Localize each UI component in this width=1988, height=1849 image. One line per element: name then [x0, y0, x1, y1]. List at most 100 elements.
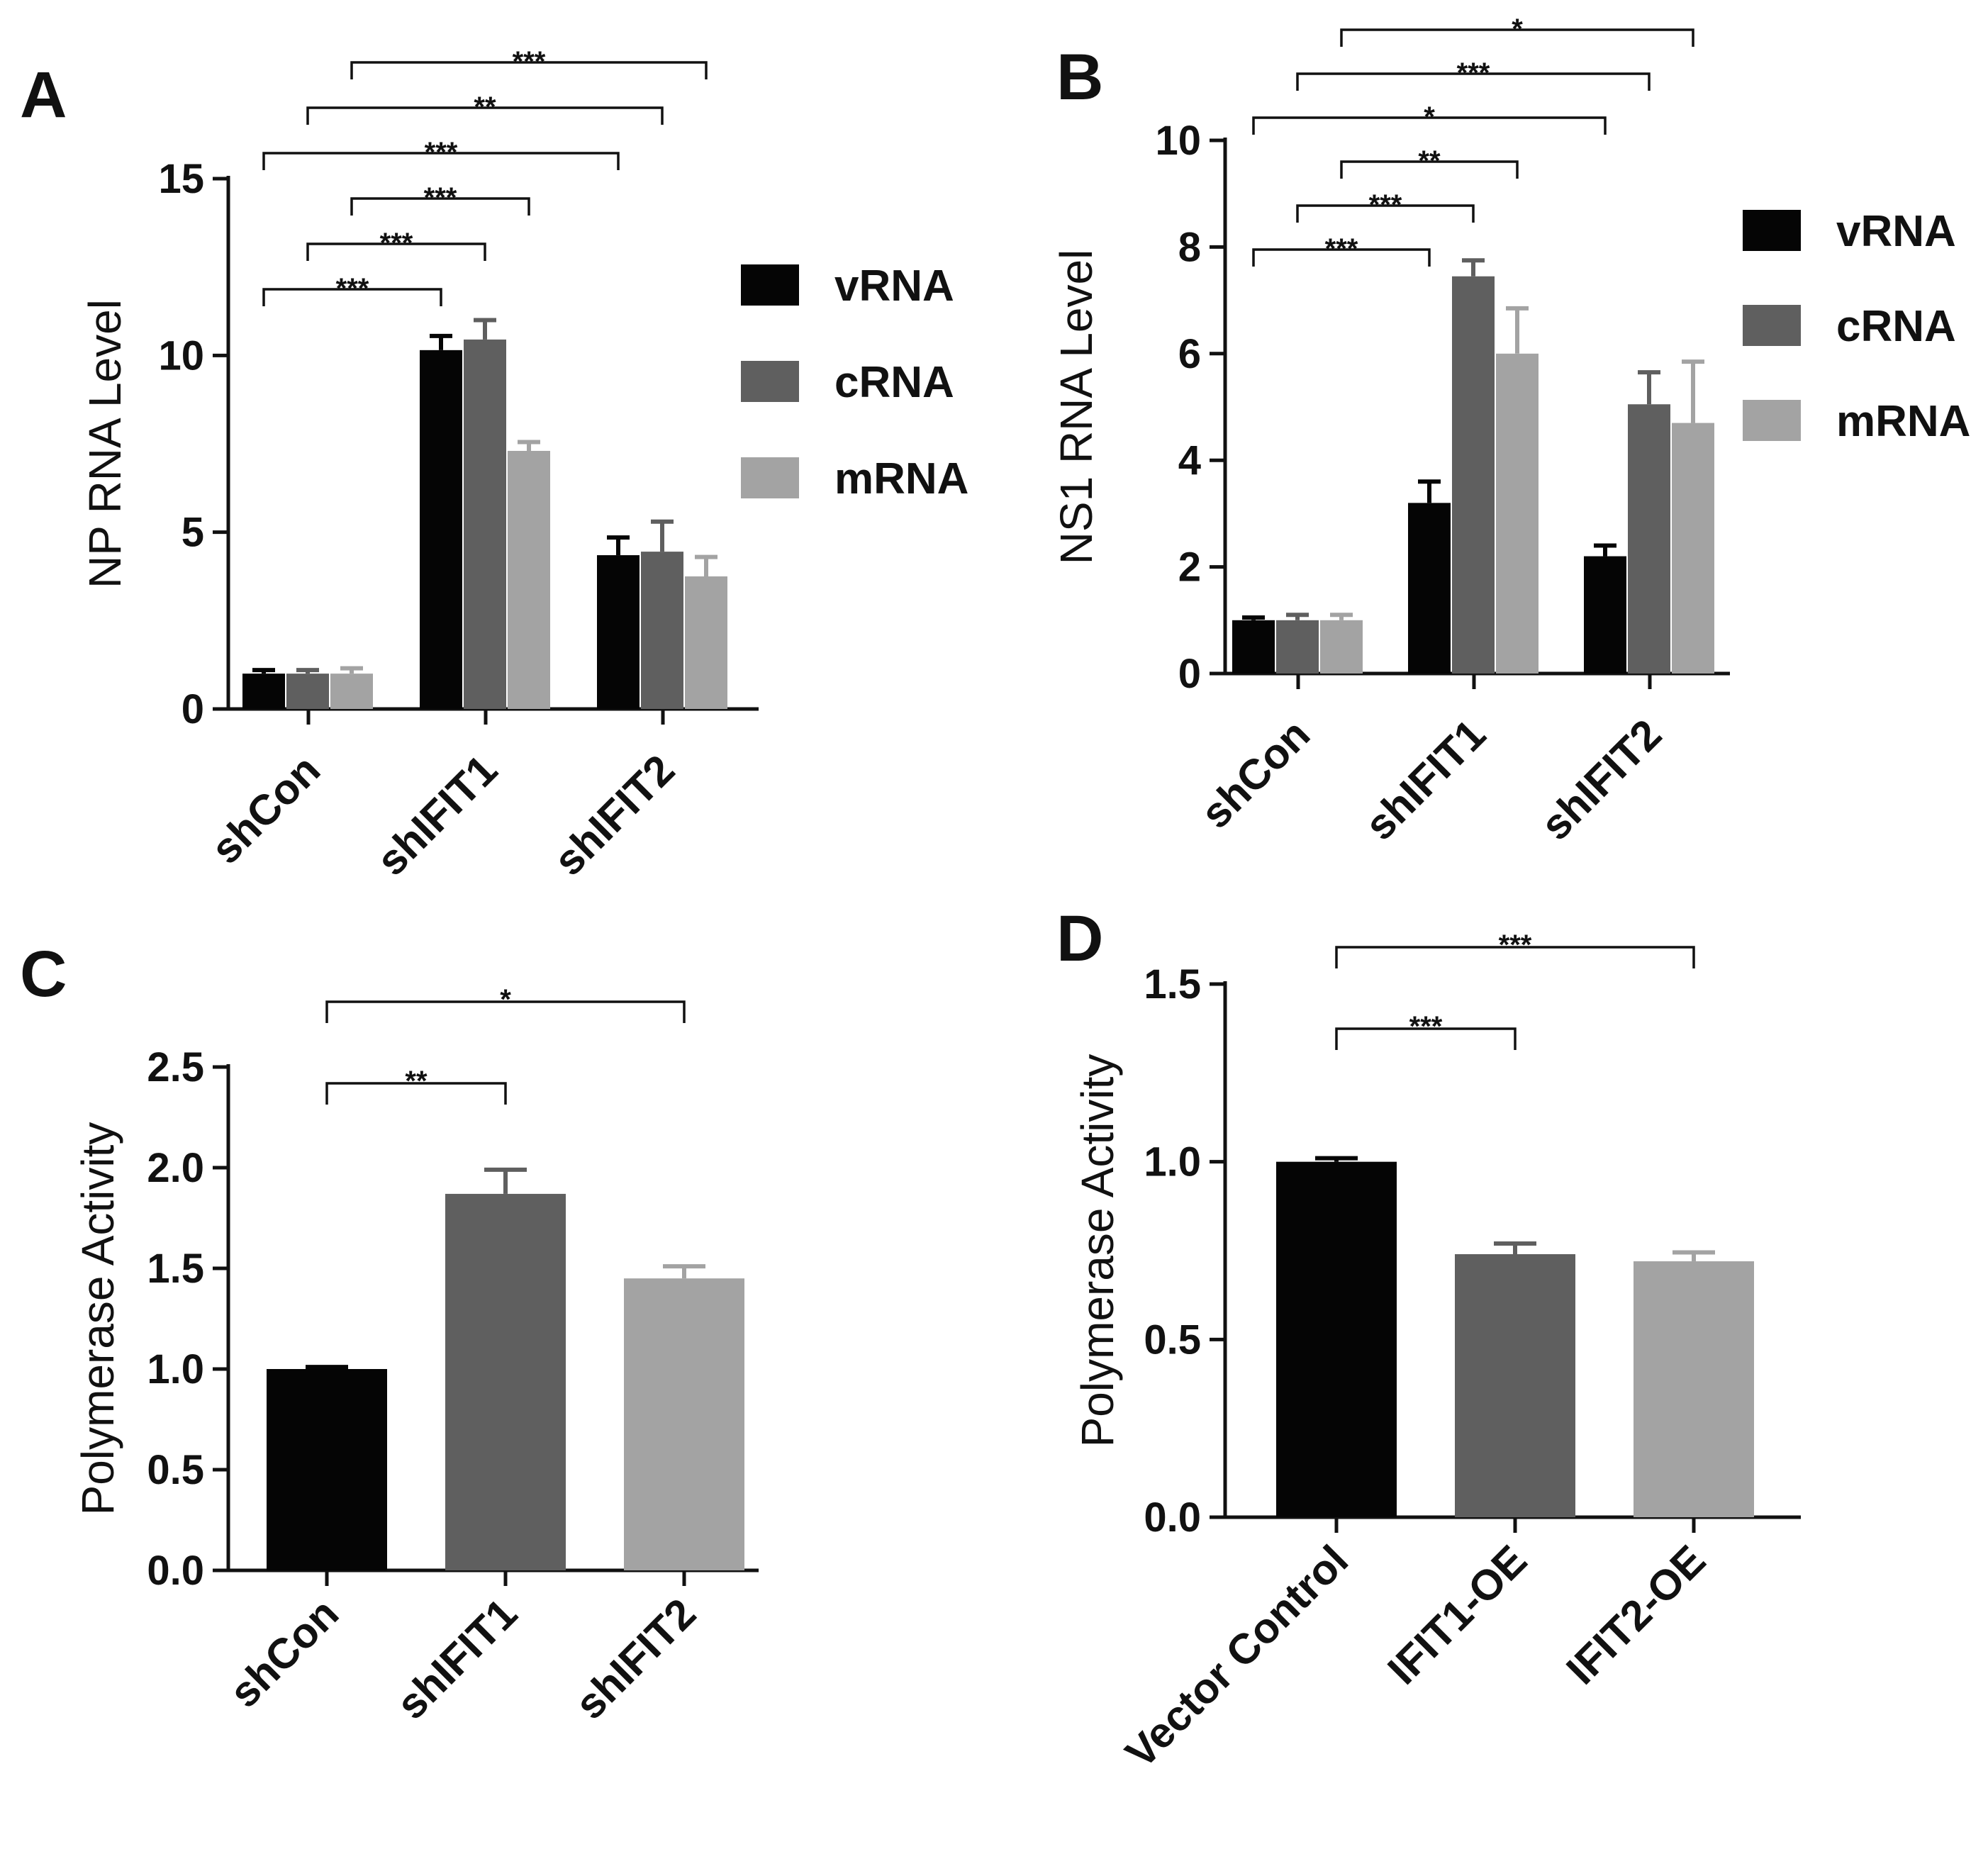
- y-tick-label: 1.0: [1144, 1139, 1201, 1185]
- y-tick-label: 0: [182, 686, 204, 732]
- x-category-label: shIFIT2: [1531, 710, 1670, 849]
- significance-bracket: [350, 61, 708, 79]
- significance-label: ***: [1409, 1011, 1443, 1042]
- bar: [1584, 556, 1626, 674]
- significance-bracket: [1252, 116, 1607, 135]
- y-tick-label: 15: [158, 156, 204, 202]
- significance-label: *: [1424, 101, 1435, 133]
- bar: [1455, 1254, 1575, 1517]
- legend-swatch: [1743, 400, 1801, 441]
- bar: [420, 350, 462, 709]
- significance-bracket: [1335, 1027, 1517, 1050]
- significance-label: **: [405, 1066, 428, 1097]
- significance-label: *: [1512, 13, 1523, 45]
- significance-bracket: [325, 1000, 686, 1023]
- y-tick-label: 6: [1178, 331, 1201, 377]
- legend-label: mRNA: [1836, 397, 1970, 446]
- y-tick-label: 1.5: [147, 1246, 204, 1292]
- y-tick-label: 0.0: [1144, 1495, 1201, 1541]
- significance-bracket: [1296, 72, 1651, 91]
- bar: [1408, 503, 1451, 674]
- y-tick-label: 1.5: [1144, 961, 1201, 1007]
- x-category-label: shCon: [220, 1590, 347, 1716]
- significance-label: ***: [1499, 929, 1532, 961]
- legend-label: vRNA: [1836, 207, 1956, 256]
- y-tick-label: 1.0: [147, 1346, 204, 1392]
- legend-label: cRNA: [1836, 302, 1956, 351]
- significance-label: ***: [1457, 57, 1490, 89]
- panel-d: D 0.0 0.5 1.0 1.5 Polymerase Activity Vector C…: [1056, 903, 1801, 1777]
- bar: [1276, 620, 1319, 674]
- y-tick-label: 2.0: [147, 1145, 204, 1191]
- panel-letter: B: [1056, 41, 1103, 113]
- significance-bracket: [306, 242, 486, 261]
- x-category-label: shIFIT1: [367, 746, 506, 885]
- significance-label: ***: [380, 228, 413, 259]
- legend-swatch: [1743, 305, 1801, 346]
- bar: [597, 555, 640, 709]
- bar: [445, 1193, 566, 1570]
- significance-label: **: [1418, 145, 1441, 177]
- significance-bracket: [262, 288, 442, 306]
- panel-letter: D: [1056, 903, 1103, 975]
- y-tick-label: 0.5: [147, 1447, 204, 1493]
- y-tick-label: 8: [1178, 224, 1201, 270]
- x-category-label: shIFIT1: [387, 1590, 526, 1728]
- bar: [267, 1369, 387, 1570]
- y-tick-label: 10: [1155, 118, 1201, 164]
- y-axis-title: Polymerase Activity: [1072, 1054, 1123, 1448]
- significance-label: ***: [1325, 233, 1358, 264]
- x-category-label: shCon: [202, 746, 329, 873]
- bar: [1634, 1261, 1754, 1517]
- significance-bracket: [1340, 28, 1694, 47]
- significance-label: *: [500, 984, 511, 1015]
- y-axis-title: Polymerase Activity: [72, 1122, 123, 1516]
- legend-swatch: [741, 457, 799, 498]
- bar: [1672, 423, 1714, 674]
- bar: [624, 1278, 744, 1570]
- y-axis-title: NS1 RNA Level: [1051, 250, 1102, 565]
- x-category-label: shCon: [1192, 710, 1319, 837]
- panel-b: B 0 2 4 6 8 10 NS1 RNA Level shCon shIFIT1 shIFIT2…: [1051, 13, 1970, 849]
- bar: [286, 674, 329, 709]
- x-category-label: Vector Control: [1117, 1536, 1358, 1777]
- bar: [1452, 276, 1495, 674]
- x-category-label: IFIT1-OE: [1378, 1536, 1536, 1694]
- bar: [685, 576, 727, 709]
- y-tick-label: 5: [182, 510, 204, 556]
- y-tick-label: 0.0: [147, 1548, 204, 1594]
- significance-label: ***: [336, 273, 369, 304]
- panel-a: A 0 5 10 15 NP RNA Level shCon shIFIT1 shIFIT2 vR…: [20, 46, 968, 885]
- bar: [1628, 404, 1670, 674]
- panel-letter: A: [20, 59, 67, 131]
- legend-swatch: [741, 361, 799, 402]
- significance-bracket: [350, 197, 530, 216]
- bar: [242, 674, 285, 709]
- bar: [464, 339, 506, 710]
- significance-bracket: [1296, 204, 1475, 223]
- x-category-label: shIFIT1: [1356, 710, 1495, 849]
- x-category-label: shIFIT2: [545, 746, 683, 885]
- significance-bracket: [262, 152, 620, 170]
- significance-label: ***: [513, 46, 546, 77]
- bar: [1276, 1161, 1397, 1517]
- bar: [641, 552, 683, 709]
- significance-label: **: [474, 91, 496, 123]
- y-tick-label: 2.5: [147, 1044, 204, 1090]
- legend-label: cRNA: [834, 358, 954, 407]
- legend-swatch: [1743, 210, 1801, 251]
- bar: [330, 674, 373, 709]
- y-tick-label: 4: [1178, 437, 1201, 484]
- significance-label: ***: [425, 137, 458, 168]
- significance-bracket: [1340, 160, 1519, 179]
- bar: [1232, 620, 1275, 674]
- legend-label: vRNA: [834, 262, 954, 311]
- significance-bracket: [1335, 946, 1695, 968]
- significance-label: ***: [1369, 189, 1402, 220]
- bar: [1496, 353, 1539, 674]
- y-tick-label: 10: [158, 333, 204, 379]
- significance-label: ***: [424, 182, 457, 213]
- y-axis-title: NP RNA Level: [79, 299, 130, 588]
- panel-c: C 0.0 0.5 1.0 1.5 2.0 2.5 Polymerase Activity sh…: [20, 938, 759, 1728]
